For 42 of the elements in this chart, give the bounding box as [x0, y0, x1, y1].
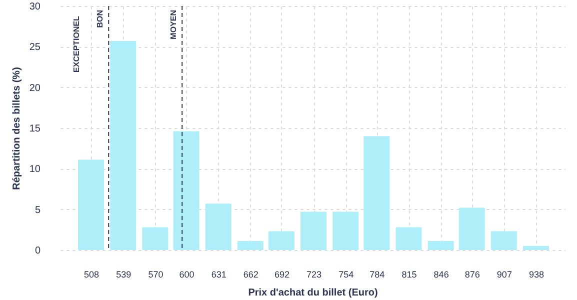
y-tick-label: 25 — [29, 42, 41, 54]
bar — [205, 204, 232, 250]
x-tick-label: 508 — [84, 270, 100, 280]
x-tick-label: 754 — [338, 270, 354, 280]
y-tick-label: 10 — [29, 164, 41, 176]
x-tick-label: 846 — [434, 270, 449, 280]
bar — [173, 131, 200, 250]
y-tick-label: 20 — [29, 82, 41, 94]
bar — [268, 231, 294, 250]
x-tick-label: 815 — [402, 270, 417, 280]
x-tick-label: 784 — [370, 270, 385, 280]
x-tick-label: 631 — [211, 270, 226, 280]
bar — [110, 40, 136, 250]
bar — [332, 212, 359, 250]
bar — [78, 160, 104, 250]
bar — [237, 241, 264, 250]
bar — [300, 212, 327, 250]
bar — [364, 136, 390, 250]
bar — [142, 227, 168, 250]
bar — [490, 231, 517, 250]
x-tick-label: 600 — [179, 270, 194, 280]
ref-line-label: BON — [96, 10, 105, 28]
x-tick-label: 692 — [274, 270, 290, 280]
annotation: EXCEPTIONEL — [72, 16, 81, 72]
x-tick-label: 876 — [464, 270, 480, 280]
y-tick-label: 15 — [29, 124, 41, 134]
x-tick-label: 938 — [529, 270, 544, 280]
ref-line-label: MOYEN — [169, 10, 178, 40]
y-tick-label: 0 — [34, 246, 41, 256]
y-axis-title: Répartition des billets (%) — [11, 67, 22, 190]
bar — [428, 241, 454, 250]
bar — [396, 227, 422, 250]
x-tick-label: 907 — [496, 270, 512, 280]
y-tick-label: 5 — [34, 204, 41, 216]
bar — [458, 208, 485, 250]
x-tick-label: 723 — [306, 270, 322, 280]
bar — [523, 246, 550, 250]
x-tick-label: 570 — [148, 270, 164, 280]
x-tick-label: 662 — [243, 270, 258, 280]
x-tick-label: 539 — [116, 270, 132, 280]
x-axis-title: Prix d'achat du billet (Euro) — [248, 288, 378, 298]
y-tick-label: 30 — [29, 2, 41, 12]
